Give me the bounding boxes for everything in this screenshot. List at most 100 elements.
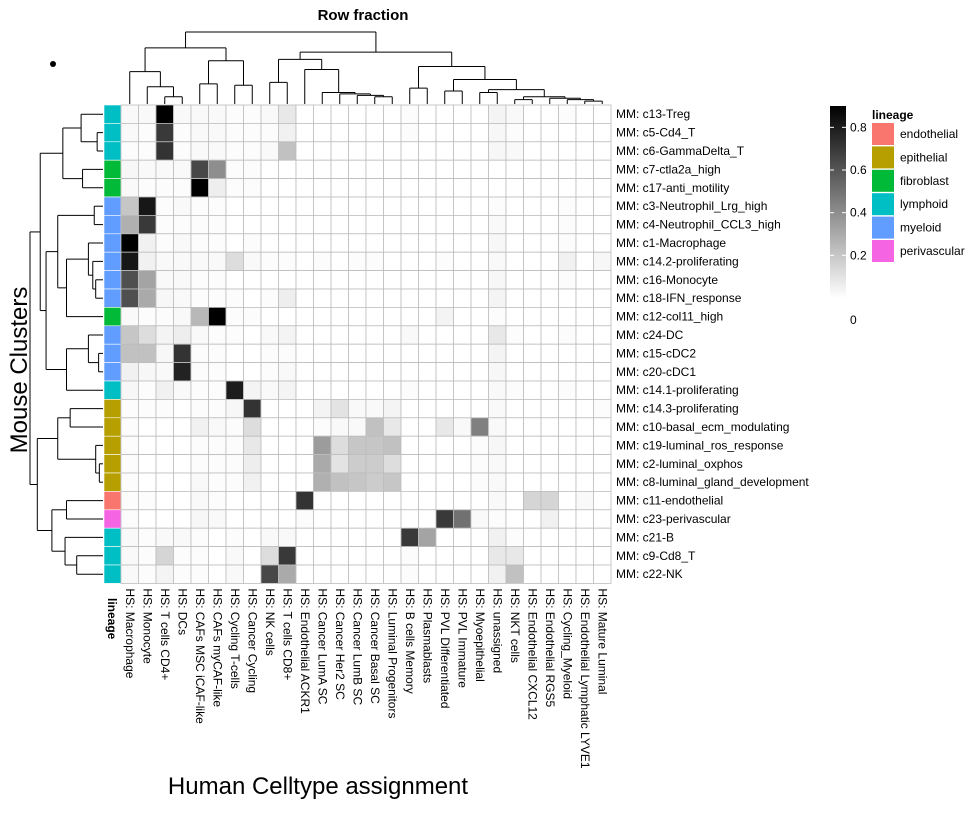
heatmap-cell [435,178,454,198]
heatmap-cell [330,454,349,474]
heatmap-cell [155,251,174,271]
heatmap-cell [190,251,209,271]
heatmap-cell [575,270,594,290]
heatmap-cell [348,233,367,253]
heatmap-cell [155,564,174,584]
lineage-cell [103,196,122,216]
row-label: MM: c6-GammaDelta_T [616,144,745,158]
heatmap-cell [505,472,524,492]
heatmap-cell [488,159,507,179]
heatmap-cell [330,306,349,327]
heatmap-cell [400,251,419,271]
heatmap-cell [243,288,262,308]
heatmap-cell [540,564,559,584]
heatmap-cell [243,214,262,235]
heatmap-cell [260,380,279,400]
heatmap-cell [453,564,472,584]
heatmap-cell [260,270,279,290]
heatmap-cell [173,233,192,253]
heatmap-cell [365,564,384,584]
heatmap-cell [138,196,157,216]
row-label: MM: c3-Neutrophil_Lrg_high [616,199,767,213]
column-label: HS: T cells CD8+ [280,588,294,680]
heatmap-cell [348,104,367,124]
heatmap-cell [138,306,157,327]
heatmap-cell [470,343,489,364]
heatmap-cell [278,380,297,400]
heatmap-cell [488,509,507,529]
heatmap-cell [330,270,349,290]
heatmap-cell [575,123,594,143]
heatmap-cell [190,527,209,548]
heatmap-cell [523,564,542,584]
heatmap-cell [155,527,174,548]
heatmap-cell [243,417,262,437]
heatmap-cell [505,490,524,511]
heatmap-cell [470,306,489,327]
heatmap-cell [558,251,577,271]
heatmap-cell [488,288,507,308]
row-label: MM: c20-cDC1 [616,365,696,379]
heatmap-cell [365,435,384,456]
heatmap-cell [575,104,594,124]
heatmap-cell [540,214,559,235]
heatmap-cell [120,490,139,511]
row-label: MM: c11-endothelial [616,494,723,508]
row-label: MM: c17-anti_motility [616,181,729,195]
x-axis-label: Human Celltype assignment [168,773,468,800]
heatmap-cell [260,123,279,143]
heatmap-cell [383,546,402,566]
heatmap-cell [313,288,332,308]
heatmap-cell [558,196,577,216]
heatmap-cell [313,214,332,235]
heatmap-cell [558,362,577,382]
heatmap-cell [348,178,367,198]
heatmap-cell [208,233,227,253]
heatmap-cell [208,509,227,529]
heatmap-cell [155,233,174,253]
heatmap-cell [260,159,279,179]
heatmap-cell [418,417,437,437]
heatmap-cell [138,251,157,271]
legend-label: fibroblast [900,174,949,188]
heatmap-cell [330,398,349,419]
column-label: HS: Endothelial CXCL12 [525,588,539,720]
heatmap-cell [575,325,594,345]
heatmap-cell [400,398,419,419]
heatmap-cell [155,325,174,345]
heatmap-cell [523,435,542,456]
heatmap-cell [365,159,384,179]
heatmap-cell [365,214,384,235]
heatmap-cell [313,325,332,345]
heatmap-cell [540,233,559,253]
heatmap-cell [540,417,559,437]
heatmap-cell [540,472,559,492]
heatmap-cell [348,454,367,474]
heatmap-cell [593,343,612,364]
row-label: MM: c13-Treg [616,107,690,121]
heatmap-cell [488,546,507,566]
heatmap-cell [173,325,192,345]
heatmap-cell [243,490,262,511]
heatmap-cell [295,362,314,382]
heatmap-cell [138,472,157,492]
heatmap-cell [173,454,192,474]
heatmap-cell [295,325,314,345]
heatmap-cell [225,435,244,456]
row-label: MM: c10-basal_ecm_modulating [616,420,789,434]
heatmap-cell [260,178,279,198]
heatmap-cell [383,435,402,456]
heatmap-cell [330,546,349,566]
heatmap-cell [470,288,489,308]
heatmap-cell [593,196,612,216]
heatmap-cell [225,288,244,308]
heatmap-cell [593,454,612,474]
heatmap-cell [225,325,244,345]
heatmap-cell [470,454,489,474]
row-labels: MM: c13-Treg MM: c5-Cd4_T MM: c6-GammaDelt… [616,107,809,581]
heatmap-cell [593,527,612,548]
heatmap-cell [488,343,507,364]
heatmap-cell [400,343,419,364]
heatmap-cell [330,233,349,253]
